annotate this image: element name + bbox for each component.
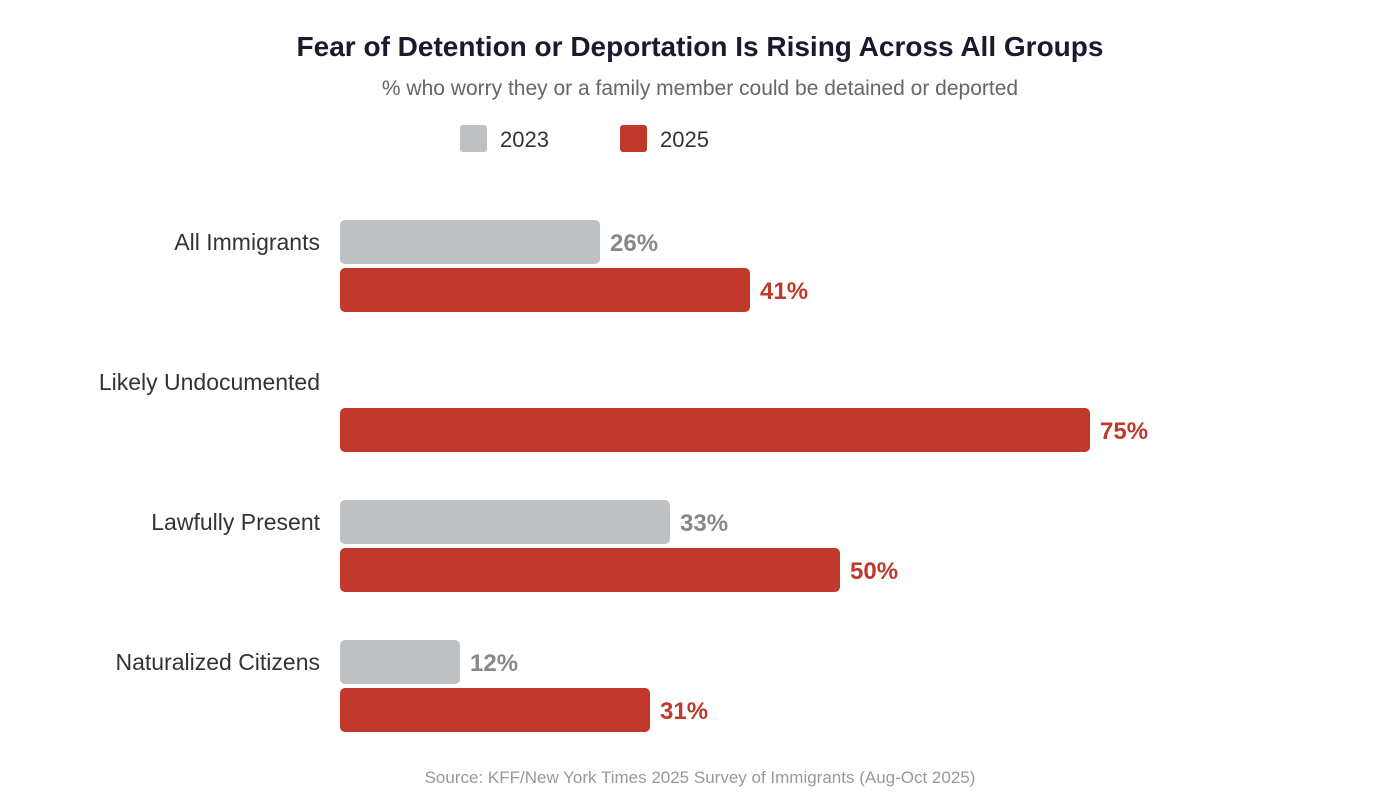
chart-subtitle: % who worry they or a family member coul…: [382, 77, 1018, 100]
data-label-2025: 75%: [1100, 418, 1148, 445]
bar-2025: [340, 688, 650, 732]
data-label-2023: 26%: [610, 230, 658, 257]
legend-swatch-2023: [460, 125, 487, 152]
data-label-2025: 31%: [660, 698, 708, 725]
data-label-2023: 12%: [470, 650, 518, 677]
category-label: Naturalized Citizens: [115, 649, 320, 675]
category-label: Lawfully Present: [151, 509, 320, 535]
data-label-2025: 50%: [850, 558, 898, 585]
bar-2025: [340, 408, 1090, 452]
chart-title: Fear of Detention or Deportation Is Risi…: [297, 31, 1104, 62]
bar-2023: [340, 640, 460, 684]
bars: All Immigrants 26% 41% Likely Undocumented 7…: [99, 220, 1148, 732]
source-note: Source: KFF/New York Times 2025 Survey o…: [425, 768, 976, 787]
legend: 2023 2025: [460, 125, 709, 152]
data-label-2023: 33%: [680, 510, 728, 537]
category-label: Likely Undocumented: [99, 369, 320, 395]
bar-2025: [340, 268, 750, 312]
legend-swatch-2025: [620, 125, 647, 152]
bar-2023: [340, 220, 600, 264]
legend-label-2023: 2023: [500, 127, 549, 152]
category-label: All Immigrants: [174, 229, 320, 255]
data-label-2025: 41%: [760, 278, 808, 305]
bar-2023: [340, 500, 670, 544]
bar-2025: [340, 548, 840, 592]
legend-label-2025: 2025: [660, 127, 709, 152]
